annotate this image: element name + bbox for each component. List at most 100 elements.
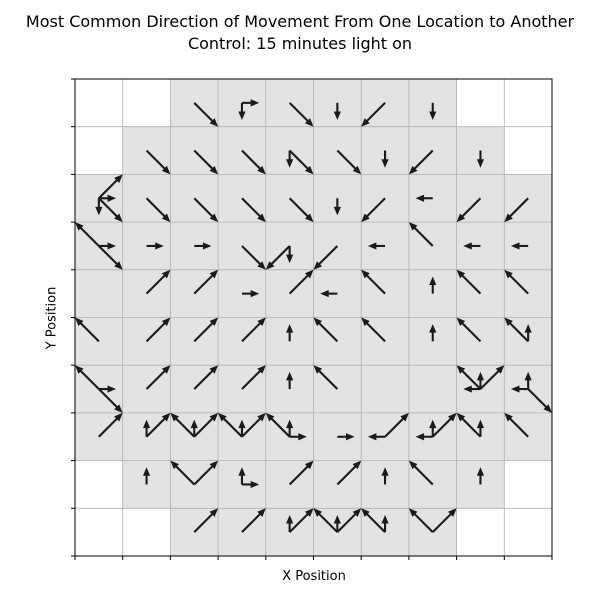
- arrow-head: [142, 467, 151, 476]
- arrow-s: [286, 150, 294, 168]
- arrow-head: [313, 508, 323, 517]
- arrow-head: [504, 213, 513, 223]
- arrow-nw: [313, 508, 339, 533]
- arrow-head: [209, 365, 219, 374]
- arrow-head: [161, 365, 171, 374]
- arrow-shaft: [269, 416, 291, 438]
- arrow-nw: [504, 269, 529, 295]
- arrow-ne: [145, 317, 171, 343]
- arrow-se: [145, 197, 171, 223]
- arrow-shaft: [508, 416, 529, 438]
- arrow-ne: [288, 508, 314, 533]
- arrow-shaft: [412, 225, 434, 247]
- arrow-head: [313, 261, 323, 270]
- occupied-cell: [408, 365, 457, 413]
- arrow-n: [476, 467, 485, 485]
- arrow-head: [504, 412, 513, 422]
- arrow-shaft: [508, 321, 529, 343]
- arrow-shaft: [193, 368, 215, 390]
- arrow-head: [286, 514, 294, 524]
- arrow-se: [98, 197, 123, 223]
- arrow-nw: [408, 508, 434, 533]
- arrow-shaft: [241, 245, 263, 267]
- arrow-nw: [504, 317, 529, 343]
- arrow-ne: [479, 365, 505, 390]
- arrow-shaft: [432, 416, 453, 438]
- arrow-nw: [313, 365, 339, 390]
- arrow-head: [408, 165, 418, 175]
- arrow-head: [524, 371, 532, 381]
- arrow-shaft: [460, 321, 482, 343]
- arrow-head: [114, 213, 123, 223]
- arrow-shaft: [460, 273, 482, 295]
- arrow-shaft: [241, 368, 263, 390]
- arrow-n: [524, 371, 532, 390]
- arrow-shaft: [193, 102, 215, 123]
- arrow-head: [161, 213, 171, 223]
- arrow-head: [304, 165, 314, 175]
- occupied-cell: [75, 269, 123, 318]
- arrow-head: [448, 412, 457, 422]
- arrow-head: [429, 324, 437, 333]
- arrow-head: [304, 508, 314, 517]
- arrow-head: [476, 467, 485, 476]
- arrow-head: [257, 508, 266, 517]
- arrow-head: [463, 385, 472, 393]
- arrow-shaft: [288, 512, 310, 533]
- arrow-shaft: [364, 512, 386, 533]
- arrow-head: [313, 365, 323, 374]
- arrow-head: [304, 269, 314, 279]
- arrow-head: [463, 242, 472, 250]
- arrow-n: [429, 276, 437, 294]
- arrow-shaft: [241, 149, 263, 171]
- arrow-head: [114, 404, 123, 413]
- arrow-head: [415, 194, 425, 202]
- arrow-shaft: [460, 197, 482, 219]
- arrow-head: [257, 261, 266, 270]
- arrow-shaft: [527, 388, 549, 410]
- arrow-head: [429, 276, 437, 285]
- arrow-head: [257, 213, 266, 223]
- arrow-shaft: [98, 197, 119, 219]
- arrow-s: [333, 198, 341, 216]
- arrow-shaft: [479, 368, 501, 390]
- arrow-n: [381, 467, 389, 485]
- arrow-shaft: [508, 273, 529, 295]
- arrow-se: [241, 197, 266, 223]
- arrow-shaft: [193, 416, 215, 438]
- arrow-n: [333, 514, 341, 533]
- arrow-shaft: [288, 464, 310, 486]
- arrow-shaft: [145, 273, 167, 295]
- arrow-head: [75, 222, 84, 231]
- arrow-nw: [361, 508, 386, 533]
- arrow-head: [524, 324, 532, 333]
- arrow-head: [209, 317, 219, 327]
- arrow-head: [161, 412, 171, 422]
- arrow-w: [510, 242, 529, 250]
- arrow-ne: [193, 365, 219, 390]
- arrow-head: [250, 290, 260, 298]
- arrow-n: [476, 419, 485, 437]
- arrow-e: [98, 194, 117, 202]
- arrow-sw: [313, 245, 339, 270]
- arrow-s: [381, 150, 389, 168]
- arrow-head: [304, 213, 314, 223]
- arrow-shaft: [193, 321, 215, 343]
- arrow-shaft: [174, 416, 195, 438]
- arrow-head: [367, 433, 377, 441]
- arrow-n: [286, 371, 294, 390]
- arrows-layer: [75, 99, 552, 533]
- arrow-ne: [241, 508, 266, 533]
- arrow-w: [463, 385, 481, 393]
- arrow-sw: [361, 197, 386, 223]
- arrow-head: [361, 118, 370, 127]
- arrow-nw: [170, 460, 195, 486]
- arrow-n: [190, 419, 198, 437]
- arrow-shaft: [288, 273, 310, 295]
- arrow-w: [367, 242, 386, 250]
- arrow-head: [209, 213, 219, 223]
- arrow-shaft: [364, 321, 386, 343]
- arrow-ne: [336, 508, 362, 533]
- arrow-w: [320, 290, 338, 298]
- arrow-shaft: [412, 464, 434, 486]
